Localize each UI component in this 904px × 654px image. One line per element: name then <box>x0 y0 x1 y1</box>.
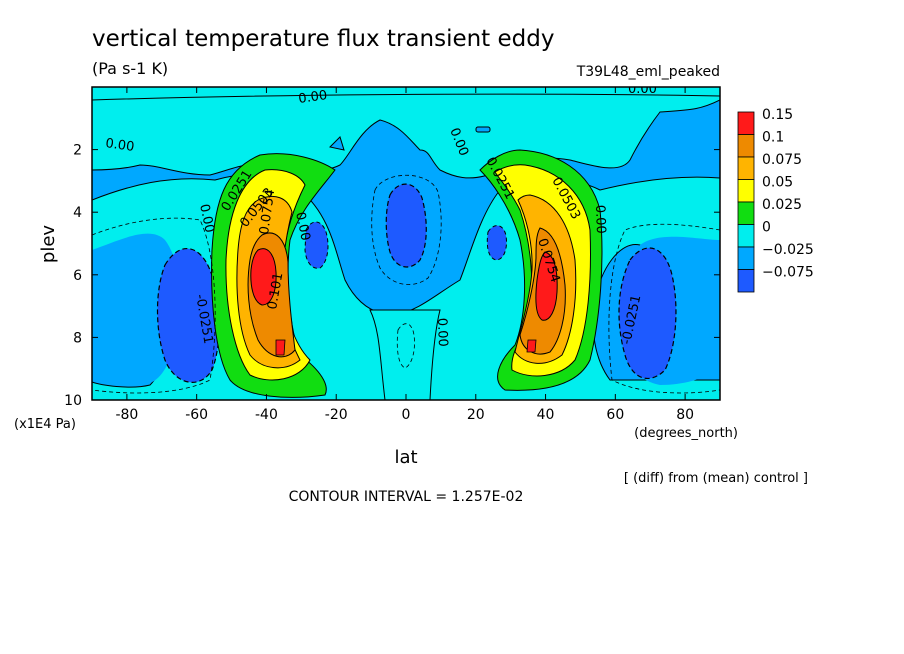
left-deep-low <box>156 247 220 383</box>
colorbar-legend: 0.15 0.1 0.075 0.05 0.025 0 −0.025 −0.075 <box>737 107 814 293</box>
x-tick-label: -20 <box>325 407 348 423</box>
colorbar-swatch <box>737 156 755 180</box>
right-hot-spot <box>526 339 537 353</box>
x-tick-label: -40 <box>255 407 278 423</box>
contour-label: 0.00 <box>592 205 608 234</box>
x-tick-label: -60 <box>185 407 208 423</box>
left-anomaly-region <box>92 233 181 385</box>
x-units-label: (degrees_north) <box>634 426 738 441</box>
right-deep-low <box>618 247 677 379</box>
chart-title: vertical temperature flux transient eddy <box>92 26 554 52</box>
x-tick-label: 0 <box>402 407 411 423</box>
x-axis: -80 -60 -40 -20 0 20 40 60 80 <box>115 87 694 423</box>
center-dashed-contour <box>371 174 442 285</box>
colorbar-swatch <box>737 179 755 203</box>
contour-plot: 0.00 0.00 0.00 0.00 0.00 0.00 0.0251 0.0… <box>92 82 720 400</box>
x-tick-label: 80 <box>676 407 694 423</box>
right-small-low <box>486 225 507 261</box>
contour-interval-label: CONTOUR INTERVAL = 1.257E-02 <box>289 489 524 505</box>
contour-label: 0.00 <box>628 82 657 97</box>
triangle-feature <box>328 136 345 151</box>
contour-label: 0.00 <box>434 318 450 347</box>
left-hot-spot <box>275 339 286 356</box>
y-tick-label: 10 <box>64 393 82 409</box>
colorbar-label: −0.075 <box>762 265 814 281</box>
x-axis-label: lat <box>394 447 417 468</box>
units-label: (Pa s-1 K) <box>92 59 168 78</box>
colorbar-label: 0.1 <box>762 130 784 146</box>
x-tick-label: 20 <box>467 407 485 423</box>
right-hot-core <box>535 251 558 321</box>
colorbar-label: 0 <box>762 220 771 236</box>
y-axis-label: plev <box>38 225 59 264</box>
colorbar-label: −0.025 <box>762 242 814 258</box>
contour-label: 0.00 <box>196 203 217 234</box>
contour-label: 0.00 <box>104 136 135 155</box>
contour-label: 0.00 <box>297 88 328 107</box>
dataset-label: T39L48_eml_peaked <box>576 64 720 80</box>
x-tick-label: 60 <box>606 407 624 423</box>
diff-note: [ (diff) from (mean) control ] <box>624 471 808 486</box>
top-contour-line <box>92 93 720 101</box>
contour-label: 0.00 <box>292 211 313 242</box>
cyan-equator-column <box>369 309 441 400</box>
y-tick-label: 4 <box>73 205 82 221</box>
colorbar-swatch <box>737 134 755 158</box>
colorbar-swatch <box>737 269 755 293</box>
small-blob <box>475 126 491 133</box>
y-tick-label: 2 <box>73 143 82 159</box>
contour-label: 0.0754 <box>257 188 278 235</box>
colorbar-label: 0.075 <box>762 152 802 168</box>
y-tick-label: 6 <box>73 268 82 284</box>
x-tick-label: 40 <box>537 407 555 423</box>
left-dashed-contour <box>92 217 216 394</box>
x-tick-label: -80 <box>115 407 138 423</box>
right-dashed-contour <box>608 223 720 394</box>
colorbar-swatch <box>737 201 755 225</box>
colorbar-label: 0.05 <box>762 175 793 191</box>
colorbar-label: 0.025 <box>762 197 802 213</box>
center-deep-low <box>385 183 427 268</box>
left-small-low <box>304 221 329 269</box>
y-units-label: (x1E4 Pa) <box>14 417 76 432</box>
contour-label: 0.101 <box>265 271 286 310</box>
y-tick-label: 8 <box>73 330 82 346</box>
left-hot-core <box>250 248 277 306</box>
y-axis: 2 4 6 8 10 <box>64 143 720 409</box>
colorbar-swatch <box>737 246 755 270</box>
cyan-top-region <box>92 87 720 179</box>
colorbar-label: 0.15 <box>762 107 793 123</box>
colorbar-swatch <box>737 111 755 135</box>
colorbar-swatch <box>737 224 755 248</box>
